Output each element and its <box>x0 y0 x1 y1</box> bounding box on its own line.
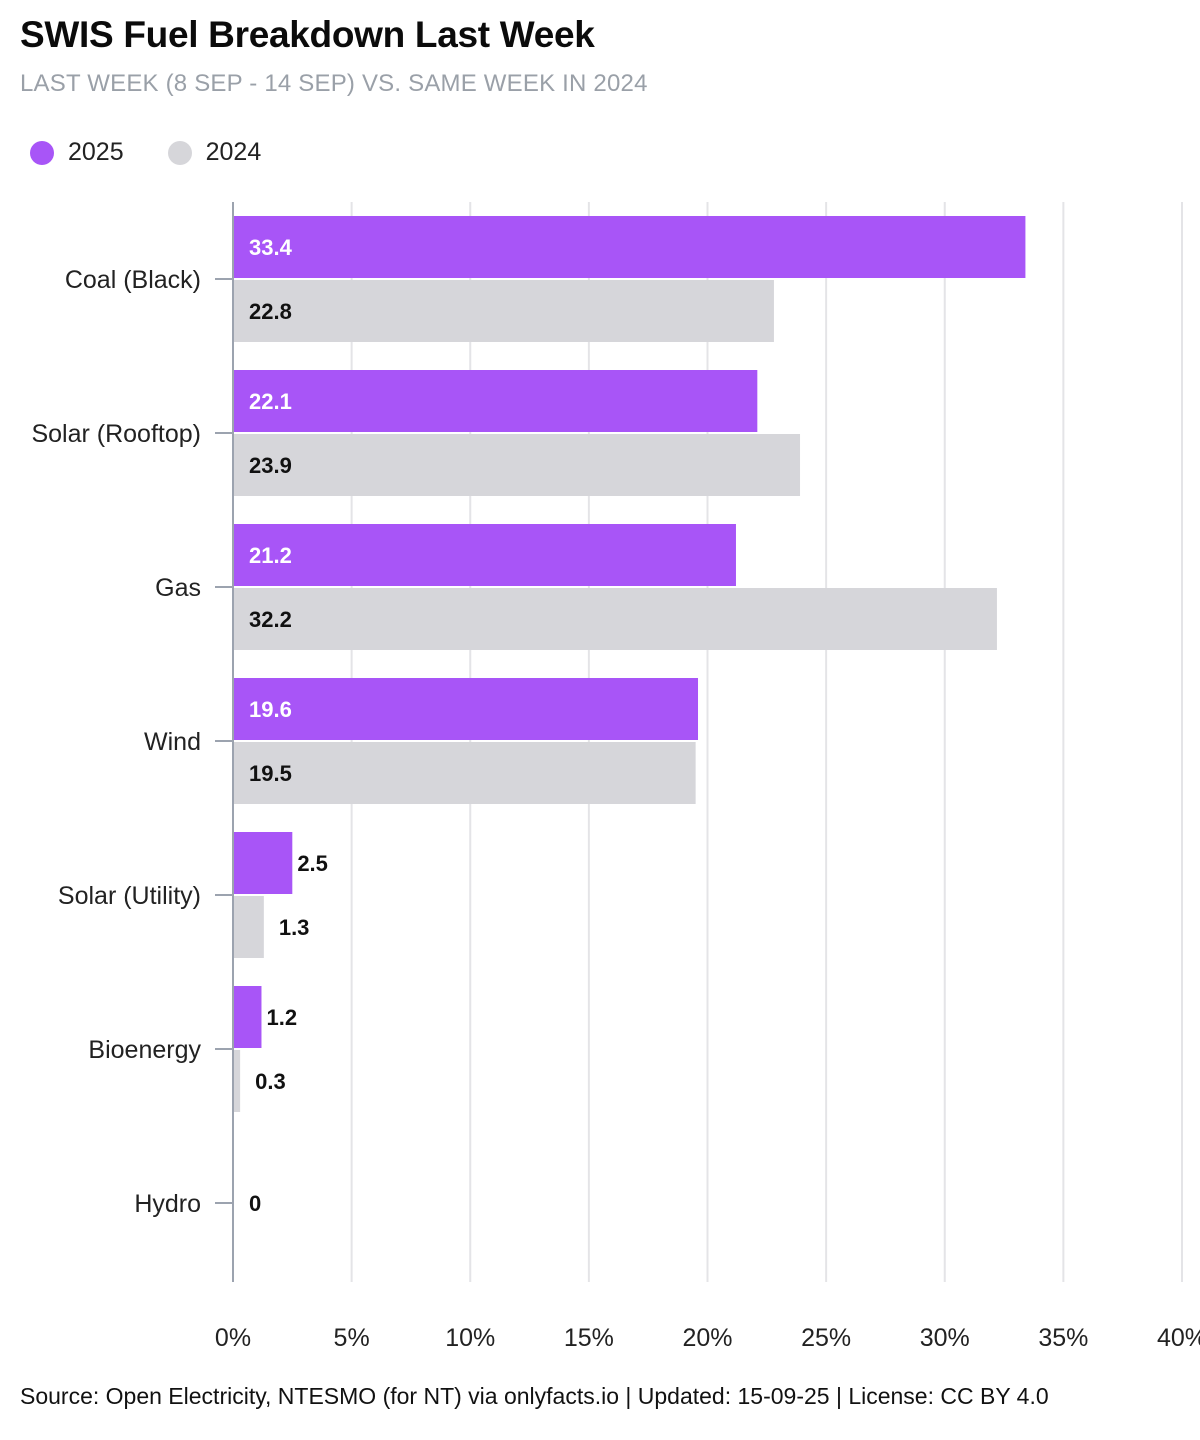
x-tick-label: 40% <box>1157 1324 1200 1352</box>
data-label-2024: 1.3 <box>279 915 310 940</box>
x-tick-label: 10% <box>445 1324 495 1352</box>
bar-2025 <box>234 524 736 586</box>
data-label-2025: 19.6 <box>249 697 292 722</box>
category-label: Hydro <box>134 1190 201 1218</box>
bar-2025 <box>234 216 1026 278</box>
category-label: Solar (Rooftop) <box>31 420 201 448</box>
category-label: Wind <box>144 728 201 756</box>
source-note: Source: Open Electricity, NTESMO (for NT… <box>20 1383 1049 1409</box>
x-tick-label: 0% <box>215 1324 251 1352</box>
legend-item-2024[interactable]: 2024 <box>167 138 262 167</box>
data-label-2025: 22.1 <box>249 389 292 414</box>
chart-subtitle: LAST WEEK (8 SEP - 14 SEP) VS. SAME WEEK… <box>20 70 648 97</box>
bar-2025 <box>234 986 262 1048</box>
bar-2024 <box>234 742 696 804</box>
data-label-2024: 32.2 <box>249 607 292 632</box>
bar-2024 <box>234 434 801 496</box>
bar-2024 <box>234 896 264 958</box>
data-label-2025: 33.4 <box>249 235 293 260</box>
bar-2025 <box>234 370 758 432</box>
data-label-2025: 21.2 <box>249 543 292 568</box>
category-label: Solar (Utility) <box>58 882 201 910</box>
x-tick-label: 15% <box>564 1324 614 1352</box>
legend-swatch-2025 <box>30 140 54 165</box>
x-tick-label: 30% <box>920 1324 970 1352</box>
category-label: Bioenergy <box>88 1036 201 1064</box>
category-label: Gas <box>155 574 201 602</box>
legend-label-2024: 2024 <box>205 138 262 166</box>
bar-2025 <box>234 832 293 894</box>
x-tick-label: 25% <box>801 1324 851 1352</box>
legend-item-2025[interactable]: 2025 <box>30 138 124 167</box>
legend-label-2025: 2025 <box>68 138 124 166</box>
bar-2024 <box>234 280 774 342</box>
bar-2025 <box>234 678 699 740</box>
x-tick-label: 5% <box>334 1324 370 1352</box>
bar-2024 <box>234 1050 241 1112</box>
data-label-2025: 2.5 <box>297 851 328 876</box>
data-label-2025: 1.2 <box>266 1005 297 1030</box>
x-tick-label: 35% <box>1038 1324 1088 1352</box>
data-label-2024: 0.3 <box>255 1069 286 1094</box>
category-label: Coal (Black) <box>65 266 201 294</box>
chart-legend: 2025 2024 <box>30 138 261 167</box>
legend-swatch-2024 <box>167 140 192 165</box>
data-label-zero: 0 <box>249 1191 261 1216</box>
data-label-2024: 23.9 <box>249 453 292 478</box>
data-label-2024: 19.5 <box>249 761 292 786</box>
data-label-2024: 22.8 <box>249 299 292 324</box>
bar-2024 <box>234 588 997 650</box>
x-tick-label: 20% <box>682 1324 732 1352</box>
chart-title: SWIS Fuel Breakdown Last Week <box>20 14 595 55</box>
